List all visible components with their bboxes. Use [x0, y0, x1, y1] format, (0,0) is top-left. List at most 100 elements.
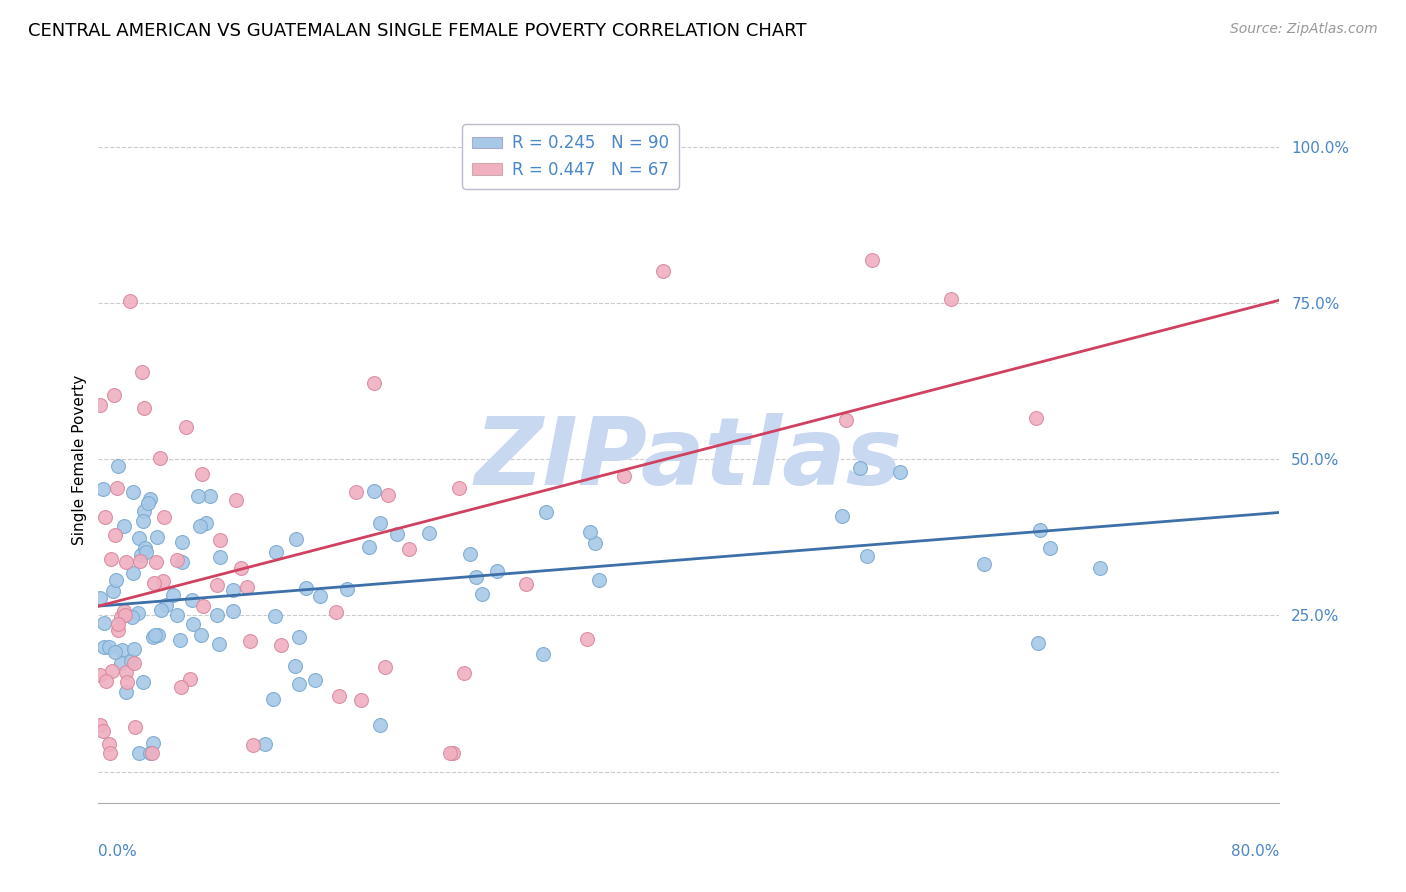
Central Americans: [132, 504, 155, 518]
Guatemalans: [1025, 410, 1047, 425]
Central Americans: [254, 738, 277, 752]
Central Americans: [855, 549, 877, 563]
Central Americans: [142, 630, 165, 644]
Guatemalans: [453, 666, 475, 681]
Central Americans: [110, 657, 132, 671]
Guatemalans: [439, 746, 461, 760]
Central Americans: [849, 461, 872, 475]
Central Americans: [132, 675, 155, 690]
Central Americans: [198, 489, 221, 503]
Central Americans: [135, 545, 157, 559]
Central Americans: [122, 641, 145, 656]
Guatemalans: [107, 624, 129, 638]
Central Americans: [531, 647, 554, 661]
Central Americans: [181, 593, 204, 607]
Central Americans: [115, 685, 138, 699]
Guatemalans: [209, 533, 232, 548]
Central Americans: [128, 746, 150, 760]
Central Americans: [262, 692, 284, 706]
Central Americans: [132, 514, 155, 528]
Central Americans: [195, 516, 218, 530]
Central Americans: [287, 677, 309, 691]
Guatemalans: [120, 294, 142, 309]
Central Americans: [169, 632, 191, 647]
Guatemalans: [114, 607, 136, 622]
Central Americans: [112, 519, 135, 533]
Guatemalans: [152, 574, 174, 589]
Central Americans: [579, 525, 602, 540]
Guatemalans: [328, 689, 350, 703]
Guatemalans: [124, 720, 146, 734]
Central Americans: [121, 485, 143, 500]
Guatemalans: [613, 469, 636, 483]
Guatemalans: [104, 528, 127, 542]
Central Americans: [264, 609, 287, 624]
Central Americans: [187, 489, 209, 503]
Central Americans: [107, 458, 129, 473]
Text: 0.0%: 0.0%: [98, 844, 138, 859]
Guatemalans: [131, 365, 153, 379]
Guatemalans: [143, 576, 166, 591]
Guatemalans: [98, 746, 121, 760]
Central Americans: [465, 570, 488, 584]
Central Americans: [188, 519, 211, 533]
Text: 80.0%: 80.0%: [1232, 844, 1279, 859]
Guatemalans: [166, 552, 188, 566]
Guatemalans: [153, 510, 176, 524]
Guatemalans: [325, 606, 347, 620]
Guatemalans: [97, 737, 120, 751]
Guatemalans: [103, 388, 125, 402]
Text: Source: ZipAtlas.com: Source: ZipAtlas.com: [1230, 22, 1378, 37]
Guatemalans: [860, 252, 883, 267]
Guatemalans: [141, 746, 163, 760]
Central Americans: [181, 616, 204, 631]
Guatemalans: [651, 264, 673, 278]
Central Americans: [150, 603, 173, 617]
Guatemalans: [107, 616, 129, 631]
Central Americans: [889, 465, 911, 479]
Central Americans: [105, 573, 128, 587]
Guatemalans: [205, 577, 228, 591]
Central Americans: [138, 492, 160, 507]
Central Americans: [93, 482, 115, 496]
Central Americans: [534, 505, 557, 519]
Central Americans: [304, 673, 326, 687]
Guatemalans: [100, 552, 122, 566]
Central Americans: [93, 640, 115, 654]
Legend: R = 0.245   N = 90, R = 0.447   N = 67: R = 0.245 N = 90, R = 0.447 N = 67: [463, 124, 679, 188]
Guatemalans: [110, 610, 132, 624]
Central Americans: [111, 643, 134, 657]
Guatemalans: [128, 554, 150, 568]
Guatemalans: [225, 492, 247, 507]
Guatemalans: [105, 481, 128, 495]
Guatemalans: [91, 724, 114, 739]
Guatemalans: [89, 668, 111, 682]
Guatemalans: [115, 674, 138, 689]
Central Americans: [387, 527, 409, 541]
Guatemalans: [835, 413, 858, 427]
Guatemalans: [575, 632, 598, 646]
Guatemalans: [94, 674, 117, 689]
Guatemalans: [149, 451, 172, 466]
Guatemalans: [191, 467, 214, 482]
Central Americans: [89, 591, 111, 606]
Guatemalans: [377, 488, 399, 502]
Central Americans: [973, 557, 995, 571]
Y-axis label: Single Female Poverty: Single Female Poverty: [72, 375, 87, 544]
Central Americans: [295, 581, 318, 595]
Guatemalans: [939, 292, 962, 306]
Guatemalans: [235, 580, 257, 594]
Central Americans: [207, 637, 229, 651]
Central Americans: [172, 535, 194, 549]
Central Americans: [129, 549, 152, 563]
Central Americans: [128, 531, 150, 545]
Guatemalans: [112, 604, 135, 618]
Central Americans: [139, 746, 162, 760]
Central Americans: [418, 525, 440, 540]
Central Americans: [162, 589, 184, 603]
Central Americans: [121, 566, 143, 581]
Central Americans: [1028, 636, 1050, 650]
Central Americans: [588, 573, 610, 587]
Guatemalans: [344, 485, 367, 500]
Guatemalans: [94, 510, 117, 524]
